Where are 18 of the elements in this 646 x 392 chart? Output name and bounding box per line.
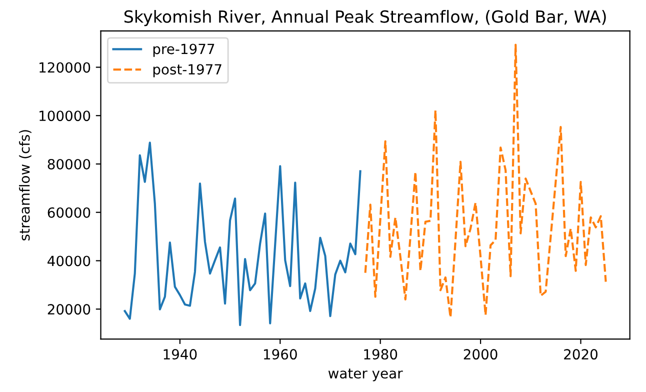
y-tick-label: 120000 (40, 62, 90, 73)
x-tick-label: 2020 (564, 349, 598, 360)
x-axis-title: water year (328, 368, 403, 382)
x-tick-label: 1940 (164, 349, 197, 360)
y-axis-title: streamflow (cfs) (19, 130, 32, 240)
legend-label: post-1977 (153, 64, 222, 78)
y-tick-label: 60000 (48, 207, 90, 218)
x-tick-label: 2000 (464, 349, 498, 360)
y-tick-label: 20000 (48, 304, 90, 315)
y-tick-label: 100000 (40, 110, 90, 122)
x-tick-label: 1980 (364, 349, 398, 360)
line-series (124, 142, 362, 326)
line-series (364, 44, 607, 318)
legend-label: pre-1977 (153, 44, 214, 57)
y-tick-label: 80000 (48, 158, 90, 170)
chart-title: Skykomish River, Annual Peak Streamflow, (Gold Bar, WA) (124, 10, 606, 26)
x-tick-label: 1960 (264, 349, 297, 360)
y-tick-label: 40000 (48, 256, 90, 266)
